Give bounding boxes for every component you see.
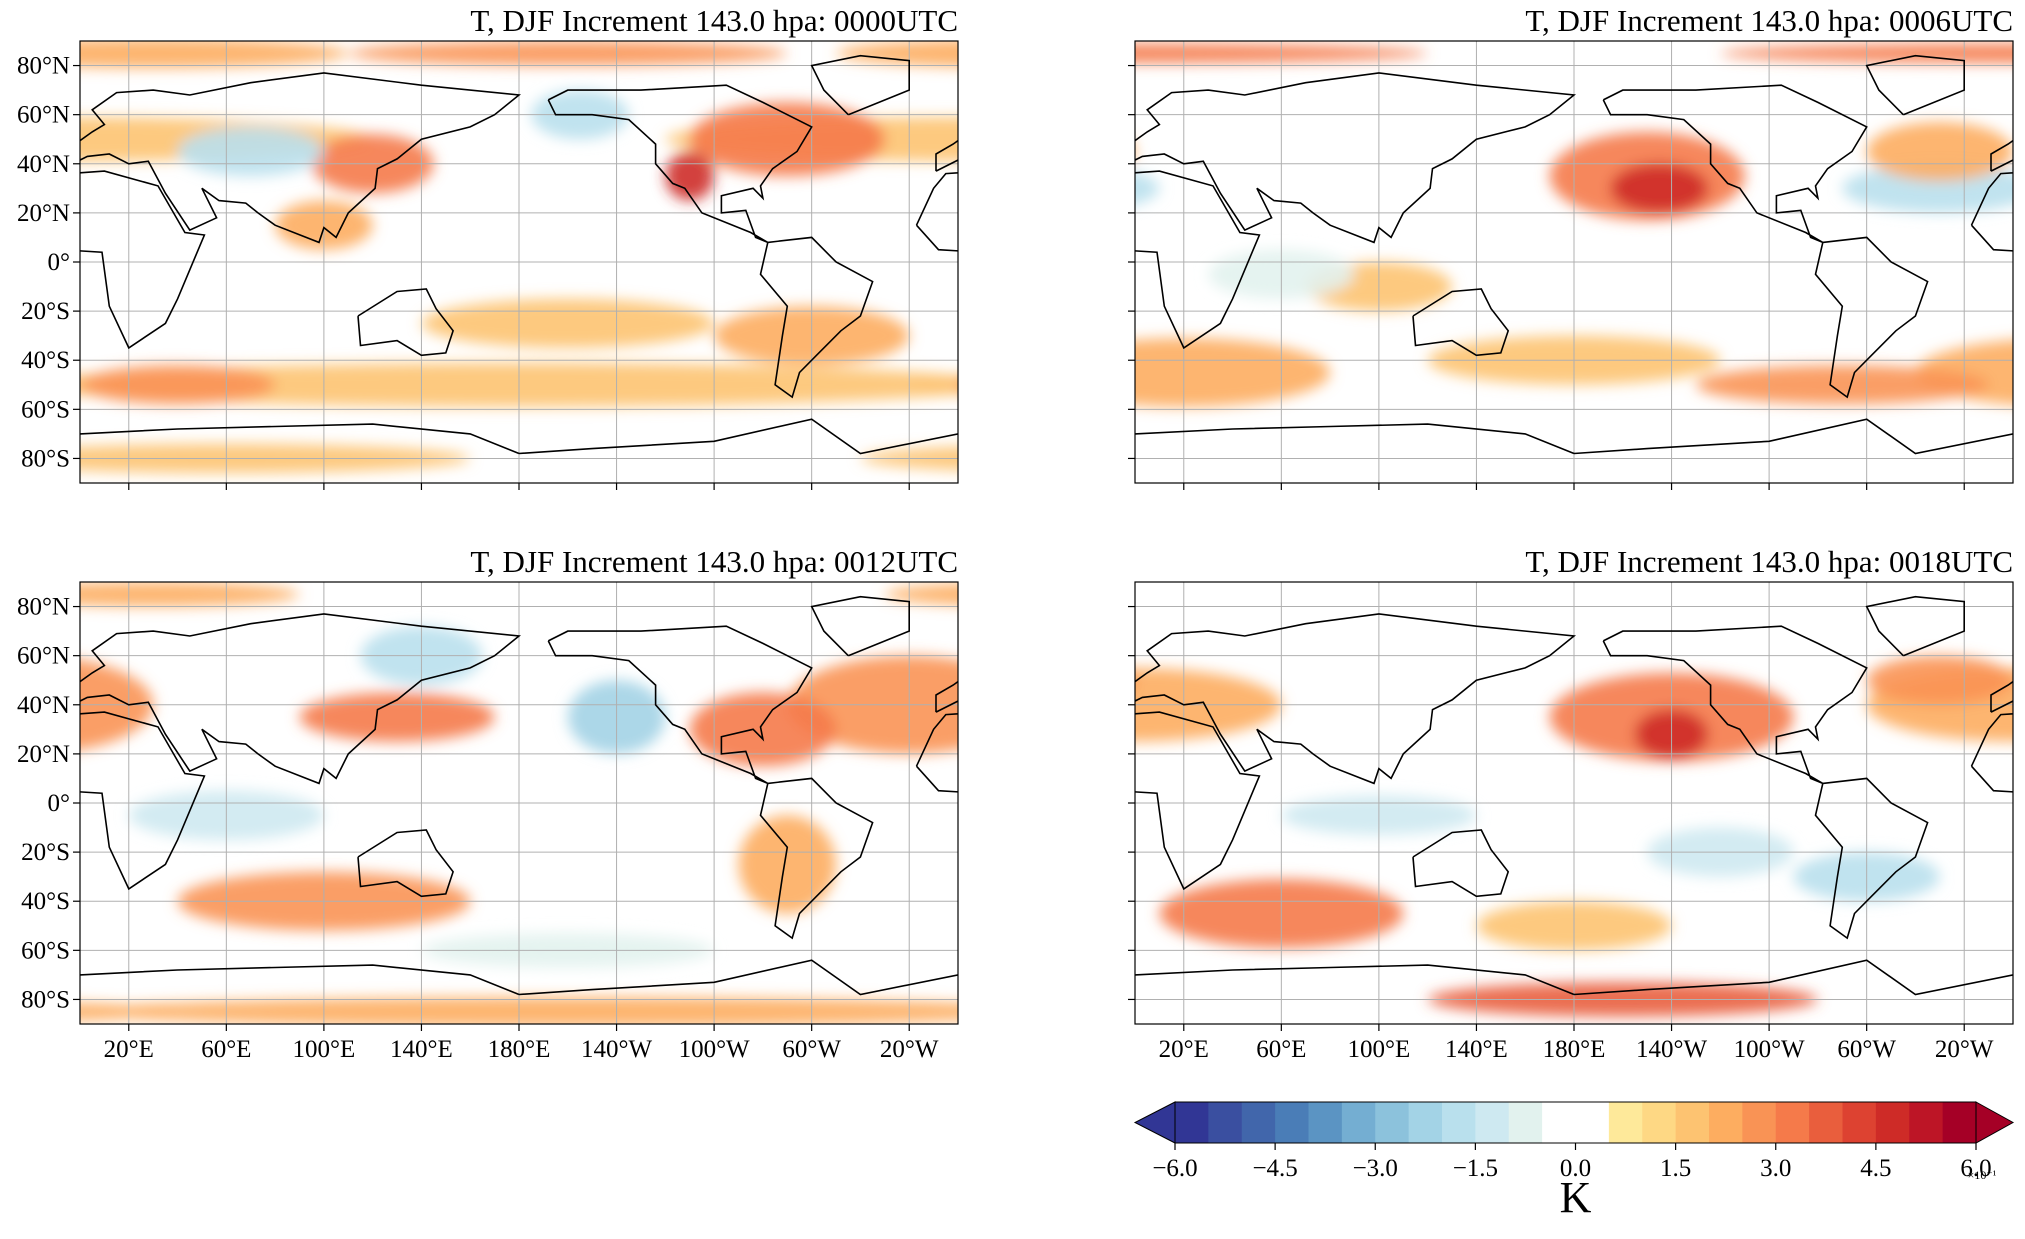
colorbar-bin (1709, 1102, 1743, 1143)
anomaly-patch (178, 127, 324, 176)
x-tick-label: 140°W (581, 1036, 652, 1063)
y-tick-label: 0° (48, 249, 71, 276)
colorbar-bin (1208, 1102, 1242, 1143)
colorbar-bin (1809, 1102, 1843, 1143)
colorbar-bin (1175, 1102, 1209, 1143)
colorbar-bin (1409, 1102, 1443, 1143)
panel-title: T, DJF Increment 143.0 hpa: 0006UTC (1525, 3, 2013, 38)
colorbar-bin (1442, 1102, 1476, 1143)
y-tick-label: 80°S (21, 986, 70, 1013)
anomaly-patch (989, 122, 1135, 181)
y-tick-label: 60°S (21, 396, 70, 423)
colorbar-offset-label: ×10⁻¹ (1968, 1168, 1997, 1182)
anomaly-patch (1611, 164, 1709, 213)
colorbar-bin (1275, 1102, 1309, 1143)
panel-title: T, DJF Increment 143.0 hpa: 0012UTC (470, 544, 958, 579)
y-tick-label: 40°N (17, 692, 70, 719)
colorbar-bin (1943, 1102, 1977, 1143)
x-tick-label: 140°E (1445, 1036, 1508, 1063)
anomaly-patch (739, 815, 837, 913)
colorbar-bin (1242, 1102, 1276, 1143)
anomaly-patch (1696, 365, 1989, 404)
colorbar-label: K (1560, 1173, 1592, 1222)
x-tick-label: 20°E (1159, 1036, 1209, 1063)
colorbar-bin (1309, 1102, 1343, 1143)
y-tick-label: 60°S (21, 937, 70, 964)
colorbar-bin (1609, 1102, 1643, 1143)
anomaly-patch (80, 365, 275, 404)
colorbar-bin (1509, 1102, 1543, 1143)
y-tick-label: 40°S (21, 347, 70, 374)
colorbar-bin (1843, 1102, 1877, 1143)
x-tick-label: 100°E (292, 1036, 355, 1063)
y-tick-label: 0° (48, 790, 71, 817)
coastline (989, 56, 1086, 115)
colorbar-tick-label: 1.5 (1660, 1155, 1691, 1182)
y-tick-label: 80°N (17, 594, 70, 621)
x-tick-label: 100°W (1734, 1036, 1805, 1063)
x-tick-label: 140°W (1636, 1036, 1707, 1063)
colorbar-bin (1742, 1102, 1776, 1143)
anomaly-patch (665, 152, 714, 201)
colorbar-extend-high (1976, 1102, 2013, 1143)
colorbar-bin (1676, 1102, 1710, 1143)
colorbar-tick-label: 3.0 (1760, 1155, 1791, 1182)
y-tick-label: 80°N (17, 53, 70, 80)
panel-title: T, DJF Increment 143.0 hpa: 0000UTC (470, 3, 958, 38)
colorbar-bin (1642, 1102, 1676, 1143)
colorbar-bin (1876, 1102, 1910, 1143)
x-tick-label: 140°E (390, 1036, 453, 1063)
y-tick-label: 20°N (17, 200, 70, 227)
anomaly-patch (958, 365, 1153, 404)
colorbar-bin (1342, 1102, 1376, 1143)
panel-title: T, DJF Increment 143.0 hpa: 0018UTC (1525, 544, 2013, 579)
y-tick-label: 20°S (21, 839, 70, 866)
x-tick-label: 180°E (1543, 1036, 1606, 1063)
y-tick-label: 40°S (21, 888, 70, 915)
x-tick-label: 20°W (1935, 1036, 1994, 1063)
y-tick-label: 60°N (17, 643, 70, 670)
colorbar-bin (1576, 1102, 1610, 1143)
colorbar-tick-label: 4.5 (1860, 1155, 1891, 1182)
y-tick-label: 20°N (17, 741, 70, 768)
colorbar-tick-label: −1.5 (1453, 1155, 1498, 1182)
y-tick-label: 80°S (21, 445, 70, 472)
colorbar-bin (1542, 1102, 1576, 1143)
colorbar-tick-label: −3.0 (1353, 1155, 1398, 1182)
anomaly-patch (0, 102, 7, 176)
colorbar-bin (1475, 1102, 1509, 1143)
anomaly-patch (421, 299, 714, 348)
y-tick-label: 20°S (21, 298, 70, 325)
colorbar-bin (1909, 1102, 1943, 1143)
colorbar-extend-low (1135, 1102, 1175, 1143)
anomaly-patch (1867, 122, 2013, 181)
x-tick-label: 20°E (104, 1036, 154, 1063)
colorbar-tick-label: −4.5 (1252, 1155, 1297, 1182)
anomaly-patch (964, 164, 1159, 213)
x-tick-label: 100°W (679, 1036, 750, 1063)
x-tick-label: 180°E (488, 1036, 551, 1063)
anomaly-patch (348, 41, 787, 66)
x-tick-label: 100°E (1347, 1036, 1410, 1063)
anomaly-patch (690, 693, 836, 767)
x-tick-label: 60°W (782, 1036, 841, 1063)
x-tick-label: 20°W (880, 1036, 939, 1063)
colorbar-tick-label: −6.0 (1152, 1155, 1197, 1182)
y-tick-label: 60°N (17, 102, 70, 129)
coastline (989, 597, 1086, 656)
anomaly-patch (885, 582, 1178, 607)
x-tick-label: 60°E (201, 1036, 251, 1063)
y-tick-label: 40°N (17, 151, 70, 178)
x-tick-label: 60°W (1837, 1036, 1896, 1063)
anomaly-patch (989, 656, 1135, 705)
anomaly-patch (690, 102, 885, 176)
colorbar-bin (1375, 1102, 1409, 1143)
colorbar-bin (1776, 1102, 1810, 1143)
x-tick-label: 60°E (1256, 1036, 1306, 1063)
